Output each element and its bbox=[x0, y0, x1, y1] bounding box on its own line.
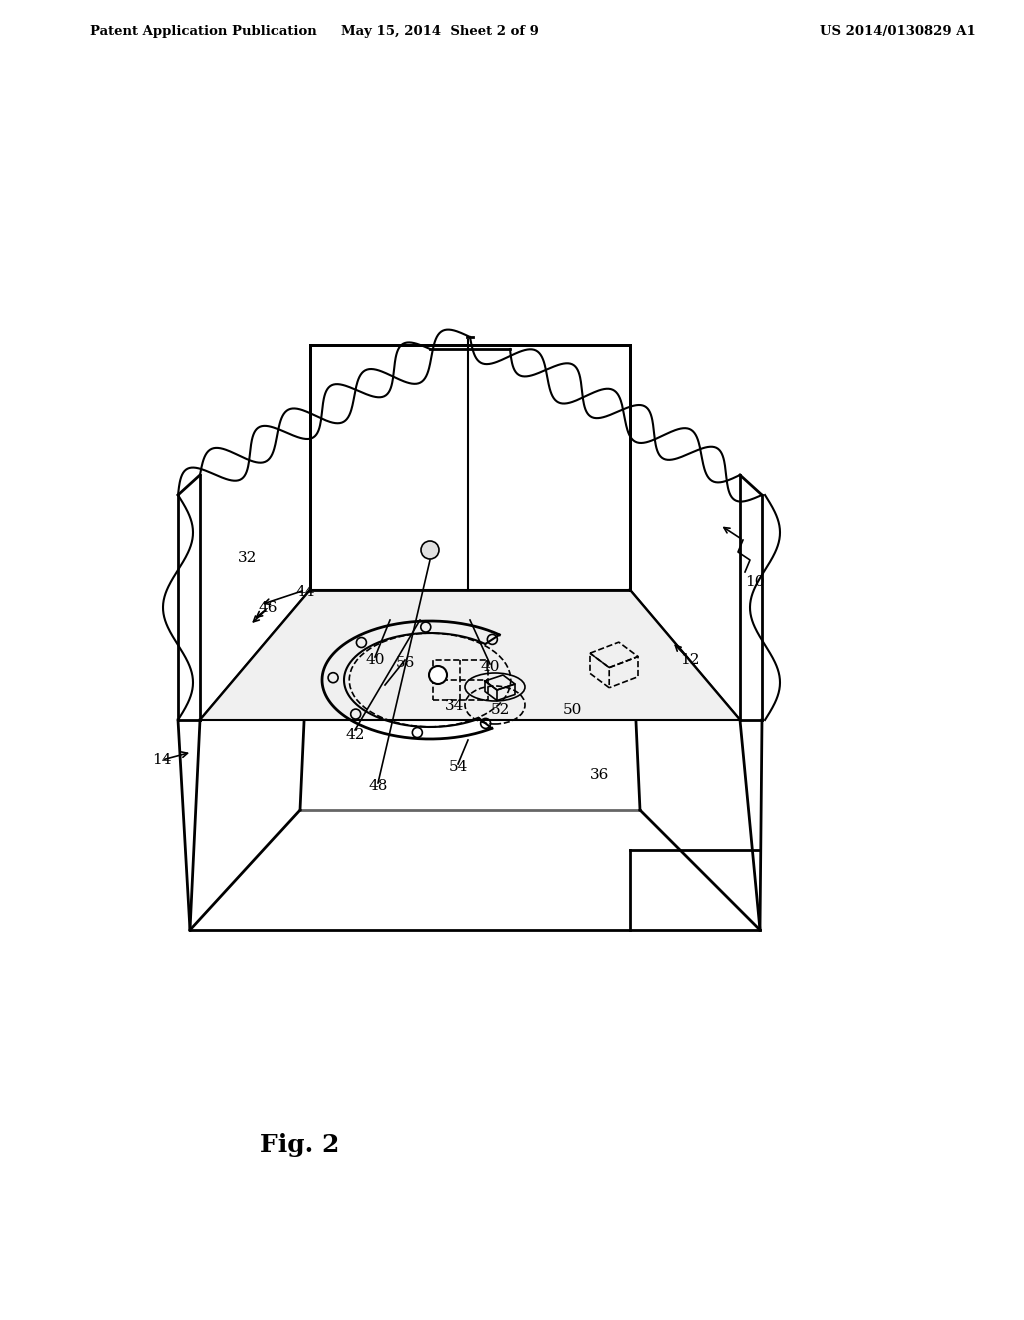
Text: US 2014/0130829 A1: US 2014/0130829 A1 bbox=[820, 25, 976, 38]
Text: 14: 14 bbox=[153, 752, 172, 767]
Text: 48: 48 bbox=[369, 779, 388, 793]
Text: 56: 56 bbox=[395, 656, 415, 671]
Bar bbox=[433, 660, 488, 700]
Text: 40: 40 bbox=[366, 653, 385, 667]
Text: 54: 54 bbox=[449, 760, 468, 774]
Text: 46: 46 bbox=[258, 601, 278, 615]
Text: 52: 52 bbox=[490, 704, 510, 717]
Circle shape bbox=[421, 541, 439, 558]
Text: 50: 50 bbox=[562, 704, 582, 717]
Text: 36: 36 bbox=[590, 768, 609, 781]
Text: 12: 12 bbox=[680, 653, 699, 667]
Text: 32: 32 bbox=[239, 550, 258, 565]
Text: Patent Application Publication: Patent Application Publication bbox=[90, 25, 316, 38]
Text: Fig. 2: Fig. 2 bbox=[260, 1133, 340, 1158]
Text: May 15, 2014  Sheet 2 of 9: May 15, 2014 Sheet 2 of 9 bbox=[341, 25, 539, 38]
Text: 10: 10 bbox=[745, 576, 765, 589]
Text: 40: 40 bbox=[480, 660, 500, 675]
Text: 44: 44 bbox=[295, 585, 314, 599]
Circle shape bbox=[429, 667, 447, 684]
Text: 42: 42 bbox=[345, 729, 365, 742]
Polygon shape bbox=[200, 590, 740, 719]
Text: 34: 34 bbox=[445, 700, 465, 713]
